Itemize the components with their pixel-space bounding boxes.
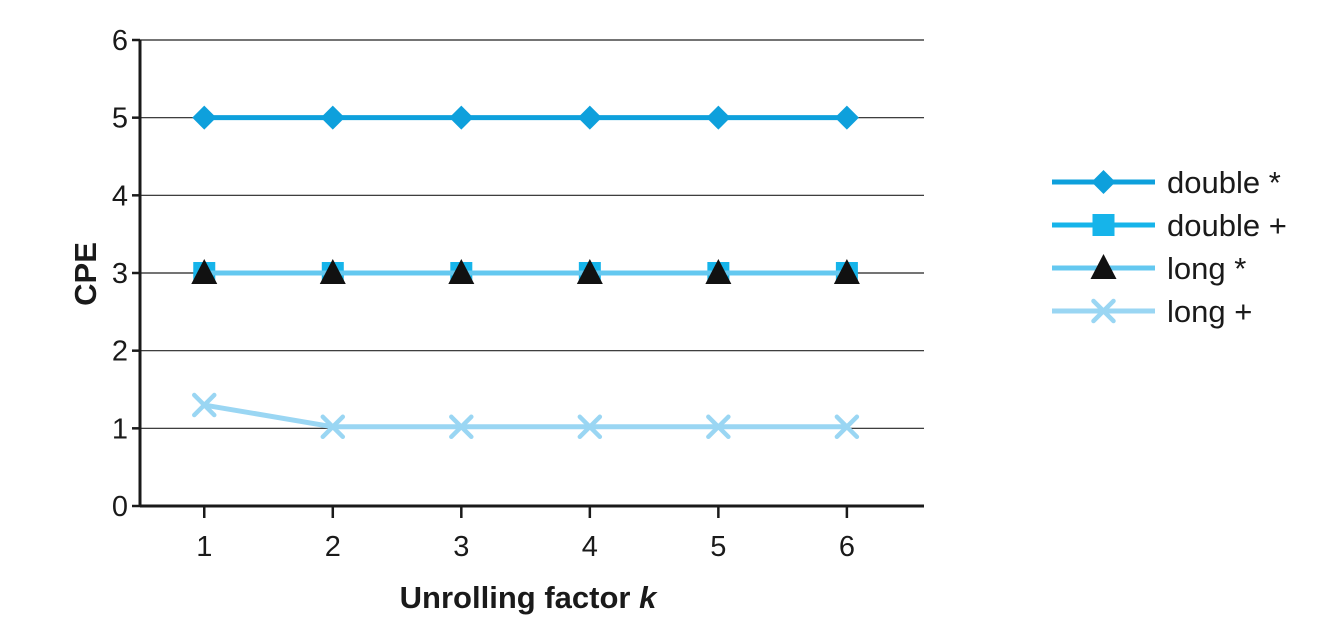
point-long-add-2-stroke-b — [320, 414, 346, 440]
x-axis-title-variable: k — [639, 580, 658, 615]
x-tick-label-2: 2 — [325, 531, 341, 563]
point-long-add-3-stroke-b — [449, 414, 474, 440]
legend-label-long-mul: long * — [1167, 251, 1246, 286]
y-axis-title: CPE — [68, 242, 103, 306]
series-long-mul — [191, 259, 860, 284]
point-long-mul-5 — [705, 259, 732, 284]
legend-marker-double-mul — [1091, 170, 1116, 194]
x-tick-label-6: 6 — [839, 531, 855, 563]
legend-label-double-mul: double * — [1167, 165, 1281, 200]
legend-item-long-mul: long * — [1052, 251, 1246, 286]
legend-marker-long-mul — [1090, 254, 1117, 279]
series-double-mul — [192, 105, 859, 130]
point-long-add-1 — [192, 392, 217, 418]
point-long-add-6 — [834, 414, 860, 440]
legend: double * double + long * long + — [1052, 165, 1287, 329]
y-tick-label-3: 3 — [112, 258, 128, 290]
legend-label-long-add: long + — [1167, 294, 1252, 329]
x-tick-label-3: 3 — [453, 531, 469, 563]
x-tick-label-1: 1 — [196, 531, 212, 563]
point-long-add-2 — [320, 414, 346, 440]
point-double-mul-3 — [449, 105, 474, 130]
legend-marker-double-add — [1092, 214, 1115, 236]
legend-item-long-add: long + — [1052, 294, 1252, 329]
series-long-add — [192, 392, 860, 440]
point-long-mul-1 — [191, 259, 218, 284]
point-double-mul-1 — [192, 105, 217, 130]
point-double-mul-4 — [577, 105, 602, 130]
series-lines — [191, 105, 860, 440]
y-tick-label-5: 5 — [112, 103, 128, 135]
y-tick-labels: 0 1 2 3 4 5 6 — [112, 25, 140, 523]
point-long-mul-3 — [448, 259, 475, 284]
point-double-mul-2 — [320, 105, 345, 130]
point-long-mul-6 — [833, 259, 860, 284]
legend-marker-long-add — [1091, 298, 1116, 324]
point-long-add-3 — [449, 414, 474, 440]
series-line-long-add — [203, 402, 847, 430]
point-long-add-1-stroke-b — [192, 392, 217, 418]
legend-item-double-add: double + — [1052, 208, 1287, 243]
x-tick-label-4: 4 — [582, 531, 598, 563]
y-tick-label-2: 2 — [112, 336, 128, 368]
point-long-add-4 — [577, 414, 603, 440]
point-long-add-4-stroke-b — [577, 414, 603, 440]
point-long-mul-4 — [576, 259, 603, 284]
y-tick-label-4: 4 — [112, 180, 128, 212]
point-long-mul-2 — [319, 259, 346, 284]
point-double-mul-6 — [834, 105, 859, 130]
y-tick-label-6: 6 — [112, 25, 128, 57]
point-long-add-5-stroke-b — [706, 414, 731, 440]
legend-item-double-mul: double * — [1052, 165, 1281, 200]
legend-label-double-add: double + — [1167, 208, 1287, 243]
x-tick-labels: 1 2 3 4 5 6 — [196, 506, 855, 563]
legend-marker-long-add-stroke-b — [1091, 298, 1116, 324]
point-double-mul-5 — [706, 105, 731, 130]
y-tick-label-1: 1 — [112, 413, 128, 445]
gridlines — [140, 39, 924, 429]
x-tick-label-5: 5 — [710, 531, 726, 563]
point-long-add-5 — [706, 414, 731, 440]
point-long-add-6-stroke-b — [834, 414, 860, 440]
y-tick-label-0: 0 — [112, 491, 128, 523]
x-axis-title: Unrolling factor k — [400, 580, 658, 615]
x-axis-title-text: Unrolling factor — [400, 580, 631, 615]
